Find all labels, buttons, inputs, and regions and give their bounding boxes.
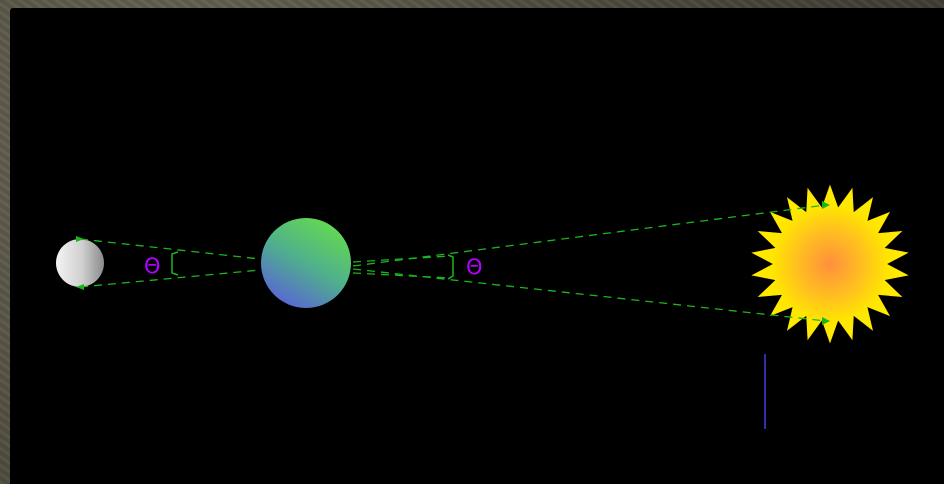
moon-bottom-arrow xyxy=(76,284,84,290)
theta-label-right: Θ xyxy=(466,255,483,279)
theta-label-left: Θ xyxy=(144,254,161,278)
sun-bottom-arrow xyxy=(822,317,830,325)
moon-planet-sightlines xyxy=(79,238,261,288)
diagram-canvas: Θ Θ xyxy=(10,8,944,484)
planet-sphere xyxy=(261,218,351,308)
planet-sun-sightlines xyxy=(352,204,827,322)
sun-top-arrow xyxy=(822,201,830,209)
sun-star xyxy=(751,184,909,344)
diagram-svg: Θ Θ xyxy=(56,184,909,429)
left-angle-bracket xyxy=(171,251,179,276)
moon-sphere xyxy=(56,239,104,287)
right-angle-bracket xyxy=(447,254,454,280)
moon-top-arrow xyxy=(76,236,84,242)
